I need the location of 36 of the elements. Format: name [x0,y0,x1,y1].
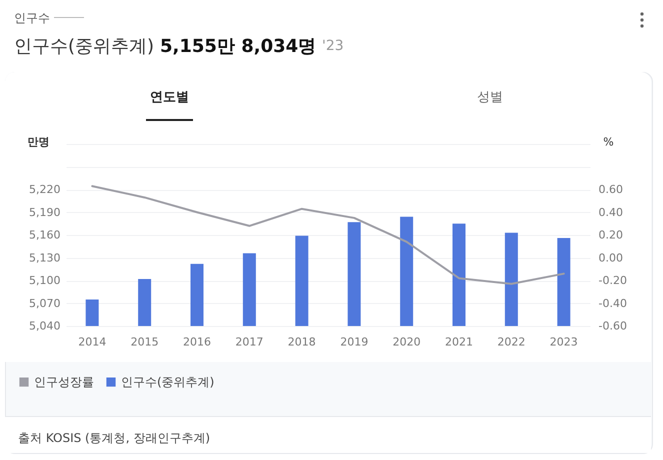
y-tick-label: 5,220 [29,183,60,196]
x-tick-label: 2018 [288,336,316,348]
x-tick-label: 2022 [497,336,526,348]
source-note: 출처 KOSIS (통계청, 장래인구추계) [18,430,210,447]
x-tick-label: 2014 [78,336,106,348]
x-tick-label: 2021 [445,336,473,348]
chart-subtitle: 5,155만 8,034명 [160,35,316,58]
text: '23 [322,38,344,54]
text: 인구수 [14,10,50,27]
x-tick-label: 2019 [340,336,368,348]
legend-label: 인구수(중위추계) [121,375,214,390]
x-tick-label: 2016 [183,336,211,348]
y2-tick-label: 0.40 [598,206,623,219]
y2-tick-label: -0.40 [598,296,627,310]
y-tick-label: 5,130 [29,251,60,264]
y-axis-title: 만명 [28,136,50,148]
y2-tick-label: -0.60 [598,320,627,332]
x-tick-label: 2015 [130,336,159,348]
y-tick-label: 5,070 [29,296,60,310]
x-tick-label: 2020 [392,336,421,348]
x-tick-label: 2023 [550,336,578,348]
chart-title: 인구수(중위추계) [14,35,154,58]
y-tick-label: 5,040 [29,320,60,332]
line-series [91,185,565,285]
x-tick-label: 2017 [235,336,264,348]
y2-axis-title: % [603,136,614,148]
legend-label: 인구성장률 [34,375,94,390]
y2-tick-label: 0.00 [598,251,623,264]
y-tick-label: 5,160 [29,228,60,242]
y2-tick-label: 0.60 [598,183,623,196]
y2-tick-label: 0.20 [598,228,623,242]
y-tick-label: 5,100 [29,274,60,287]
text: 성별 [477,89,503,106]
y-tick-label: 5,190 [29,206,60,219]
y2-tick-label: -0.20 [598,274,627,287]
text: 연도별 [150,89,189,106]
